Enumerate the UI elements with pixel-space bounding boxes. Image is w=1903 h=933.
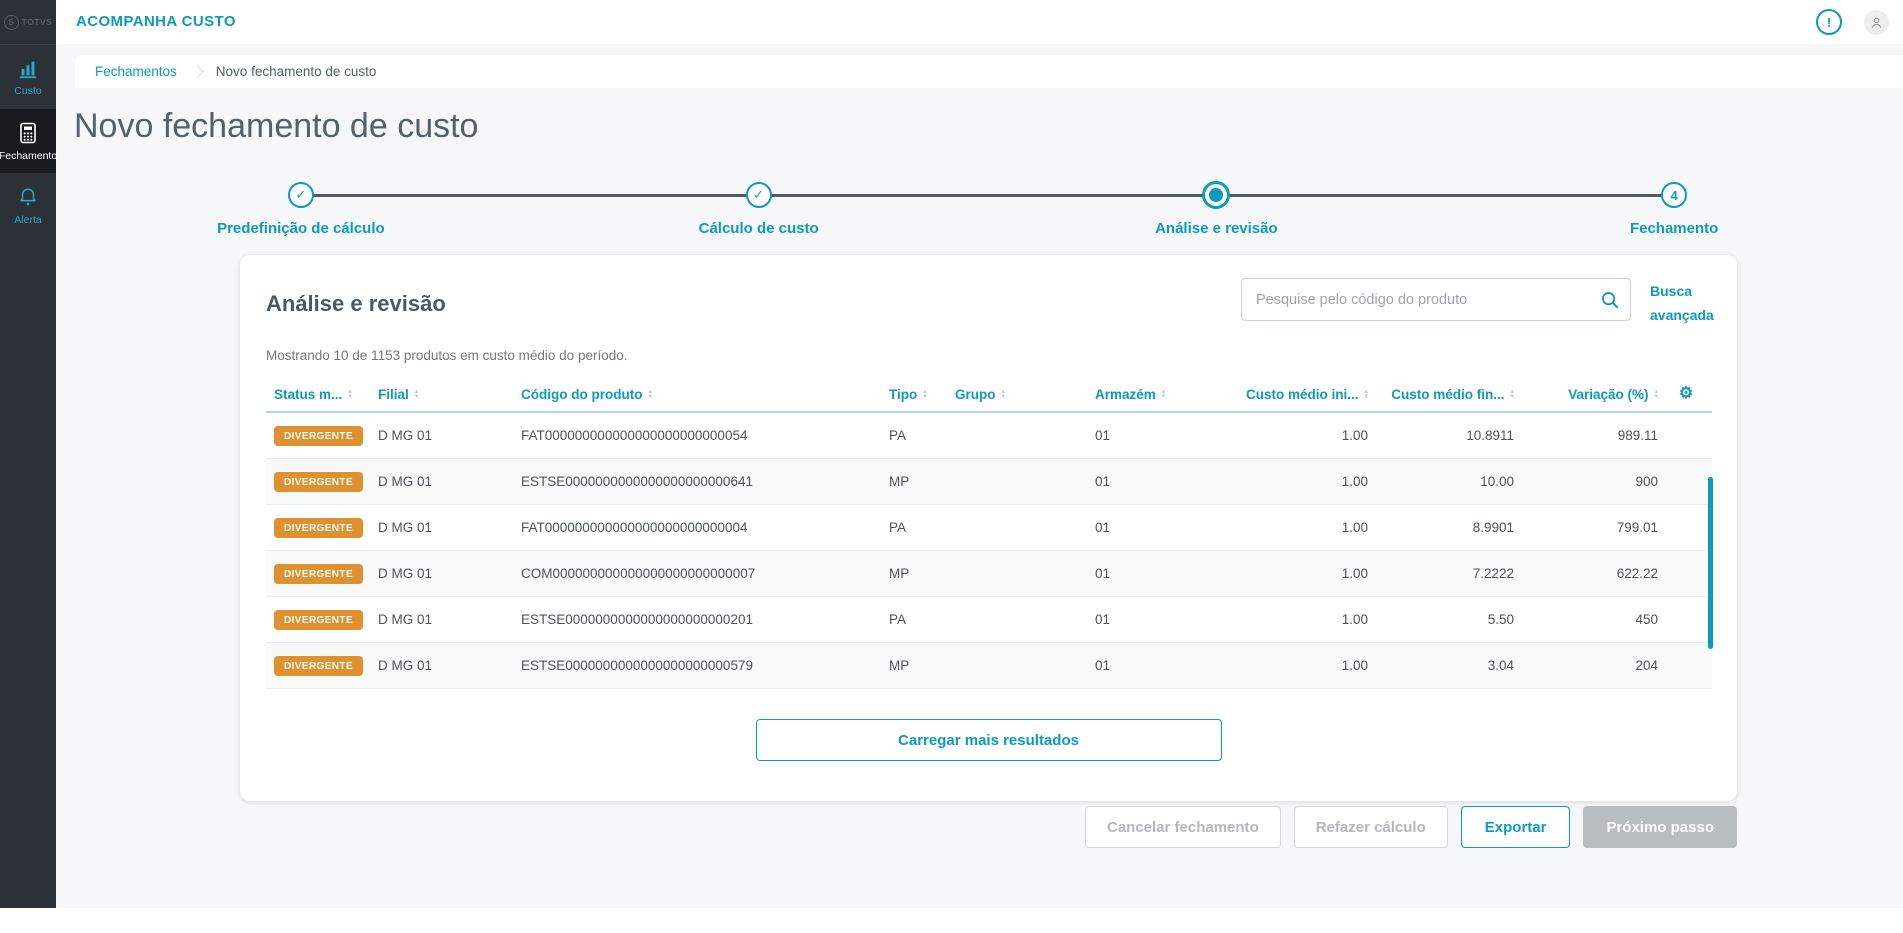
search-icon[interactable] <box>1590 289 1630 311</box>
bell-icon <box>20 187 36 205</box>
sort-arrows-icon[interactable]: ▴ ▾ <box>1364 387 1368 400</box>
table-row[interactable]: DIVERGENTE D MG 01 ESTSE0000000000000000… <box>266 643 1712 689</box>
next-step-button: Próximo passo <box>1583 806 1737 848</box>
gear-icon[interactable]: ⚙ <box>1678 385 1694 402</box>
footer-actions: Cancelar fechamento Refazer cálculo Expo… <box>1084 806 1737 848</box>
status-badge: DIVERGENTE <box>274 471 364 492</box>
cancel-closure-button: Cancelar fechamento <box>1084 806 1281 848</box>
status-badge: DIVERGENTE <box>274 425 364 446</box>
column-header-filial[interactable]: Filial ▴ ▾ <box>378 386 419 402</box>
products-table: Status m... ▴ ▾ Filial ▴ ▾ Código do produto… <box>266 377 1712 689</box>
sort-arrows-icon[interactable]: ▴ ▾ <box>923 387 927 400</box>
column-header-variacao[interactable]: Variação (%) ▴ ▾ <box>1568 386 1658 402</box>
column-header-grupo[interactable]: Grupo ▴ ▾ <box>955 386 1006 402</box>
topbar: ACOMPANHA CUSTO ! <box>56 0 1903 44</box>
table-header: Status m... ▴ ▾ Filial ▴ ▾ Código do produto… <box>266 377 1712 413</box>
app-title: ACOMPANHA CUSTO <box>76 13 236 30</box>
step-calculo[interactable]: Cálculo de custo <box>530 150 988 250</box>
totvs-logo-icon: S <box>3 14 19 30</box>
bar-chart-icon <box>19 61 37 78</box>
user-avatar[interactable] <box>1864 9 1889 35</box>
panel-title: Análise e revisão <box>266 291 446 317</box>
table-row[interactable]: DIVERGENTE D MG 01 COM000000000000000000… <box>266 551 1712 597</box>
wizard-stepper: Predefinição de cálculo Cálculo de custo… <box>72 150 1903 250</box>
sidebar-item-label: Alerta <box>14 213 42 226</box>
sort-arrows-icon[interactable]: ▴ ▾ <box>1001 387 1006 400</box>
sort-arrows-icon[interactable]: ▴ ▾ <box>348 387 352 400</box>
table-body: DIVERGENTE D MG 01 FAT000000000000000000… <box>266 413 1712 689</box>
sort-arrows-icon[interactable]: ▴ ▾ <box>648 387 652 400</box>
column-header-armazem[interactable]: Armazém ▴ ▾ <box>1095 386 1166 402</box>
app-root: S TOTVS Custo Fechamento <box>0 0 1903 908</box>
breadcrumb-link-fechamentos[interactable]: Fechamentos <box>95 64 177 79</box>
redo-calculation-button: Refazer cálculo <box>1293 806 1448 848</box>
alert-circle-icon[interactable]: ! <box>1816 9 1842 35</box>
table-row[interactable]: DIVERGENTE D MG 01 FAT000000000000000000… <box>266 413 1712 459</box>
export-button[interactable]: Exportar <box>1460 806 1571 848</box>
check-icon <box>287 182 314 208</box>
column-header-codigo[interactable]: Código do produto ▴ ▾ <box>521 386 652 402</box>
search-input[interactable] <box>1242 291 1590 308</box>
sort-arrows-icon[interactable]: ▴ ▾ <box>1510 387 1514 400</box>
breadcrumb: Fechamentos Novo fechamento de custo <box>75 55 1903 88</box>
table-row[interactable]: DIVERGENTE D MG 01 FAT000000000000000000… <box>266 505 1712 551</box>
step-predefinicao[interactable]: Predefinição de cálculo <box>72 150 530 250</box>
sidebar: S TOTVS Custo Fechamento <box>0 0 58 908</box>
totvs-logo: S TOTVS <box>0 0 56 45</box>
results-summary: Mostrando 10 de 1153 produtos em custo m… <box>266 348 628 363</box>
load-more-button[interactable]: Carregar mais resultados <box>755 719 1222 761</box>
sort-arrows-icon[interactable]: ▴ ▾ <box>1161 387 1166 400</box>
status-badge: DIVERGENTE <box>274 563 364 584</box>
totvs-logo-text: TOTVS <box>21 17 53 27</box>
advanced-search-link[interactable]: Busca avançada <box>1650 283 1714 323</box>
sidebar-item-custo[interactable]: Custo <box>0 45 56 109</box>
step-number: 4 <box>1661 182 1688 208</box>
product-search <box>1241 278 1631 321</box>
calculator-icon <box>20 122 36 143</box>
status-badge: DIVERGENTE <box>274 609 364 630</box>
check-icon <box>745 182 772 208</box>
status-badge: DIVERGENTE <box>274 655 364 676</box>
analysis-panel: Análise e revisão Busca avançada Mostran… <box>240 255 1737 801</box>
column-header-custo-inicial[interactable]: Custo médio ini... ▴ ▾ <box>1245 386 1368 402</box>
sidebar-item-label: Custo <box>14 84 42 97</box>
sidebar-item-label: Fechamento <box>0 149 58 162</box>
column-header-status[interactable]: Status m... ▴ ▾ <box>274 386 352 402</box>
page-title: Novo fechamento de custo <box>74 106 479 145</box>
table-settings: ⚙ <box>1660 386 1712 402</box>
column-header-tipo[interactable]: Tipo ▴ ▾ <box>889 386 927 402</box>
step-fechamento[interactable]: 4 Fechamento <box>1445 150 1903 250</box>
chevron-right-icon <box>190 65 204 78</box>
status-badge: DIVERGENTE <box>274 517 364 538</box>
stepper-track <box>300 194 1675 197</box>
table-row[interactable]: DIVERGENTE D MG 01 ESTSE0000000000000000… <box>266 597 1712 643</box>
user-icon <box>1871 17 1882 28</box>
active-step-icon <box>1202 181 1231 209</box>
breadcrumb-current: Novo fechamento de custo <box>215 64 377 79</box>
sort-arrows-icon[interactable]: ▴ ▾ <box>414 387 419 400</box>
sort-arrows-icon[interactable]: ▴ ▾ <box>1654 387 1658 400</box>
table-row[interactable]: DIVERGENTE D MG 01 ESTSE0000000000000000… <box>266 459 1712 505</box>
column-header-custo-final[interactable]: Custo médio fin... ▴ ▾ <box>1391 386 1514 402</box>
step-analise[interactable]: Análise e revisão <box>988 150 1446 250</box>
sidebar-item-alerta[interactable]: Alerta <box>0 173 56 237</box>
table-scrollbar[interactable] <box>1708 477 1713 649</box>
sidebar-item-fechamento[interactable]: Fechamento <box>0 109 58 173</box>
